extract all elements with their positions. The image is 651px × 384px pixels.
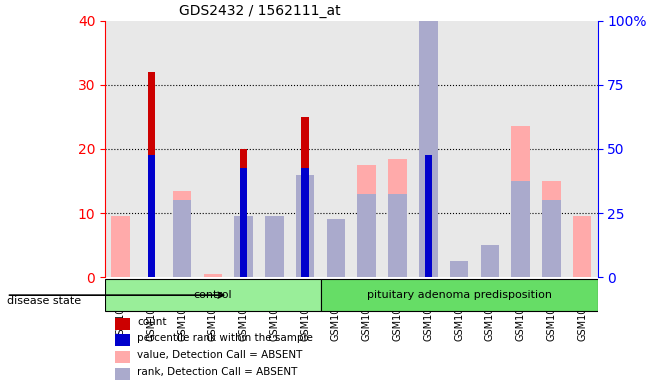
Bar: [204, 274, 222, 277]
Bar: [265, 216, 284, 277]
Text: value, Detection Call = ABSENT: value, Detection Call = ABSENT: [137, 350, 303, 360]
Text: disease state: disease state: [7, 296, 81, 306]
Bar: [115, 334, 130, 346]
Bar: [115, 318, 130, 330]
Bar: [388, 159, 407, 277]
Text: count: count: [137, 317, 167, 327]
Bar: [265, 223, 284, 277]
Bar: [512, 181, 530, 277]
Bar: [424, 155, 432, 277]
Bar: [301, 168, 309, 277]
Bar: [512, 126, 530, 277]
Bar: [573, 216, 592, 277]
Bar: [148, 72, 155, 277]
Bar: [115, 351, 130, 363]
Bar: [115, 368, 130, 380]
Bar: [327, 219, 345, 277]
Bar: [450, 261, 468, 277]
Text: pituitary adenoma predisposition: pituitary adenoma predisposition: [367, 290, 551, 300]
Bar: [111, 216, 130, 277]
Bar: [357, 194, 376, 277]
Bar: [542, 200, 561, 277]
FancyBboxPatch shape: [320, 279, 598, 311]
Text: percentile rank within the sample: percentile rank within the sample: [137, 333, 313, 343]
Text: rank, Detection Call = ABSENT: rank, Detection Call = ABSENT: [137, 367, 298, 377]
Bar: [301, 117, 309, 277]
Bar: [234, 216, 253, 277]
Bar: [173, 190, 191, 277]
Bar: [173, 200, 191, 277]
Bar: [327, 235, 345, 277]
Bar: [240, 168, 247, 277]
Bar: [357, 165, 376, 277]
Bar: [480, 245, 499, 277]
Bar: [148, 155, 155, 277]
Text: control: control: [193, 290, 232, 300]
Bar: [542, 181, 561, 277]
Bar: [419, 0, 437, 277]
Bar: [240, 149, 247, 277]
Text: GDS2432 / 1562111_at: GDS2432 / 1562111_at: [179, 4, 340, 18]
Bar: [296, 175, 314, 277]
FancyBboxPatch shape: [105, 279, 320, 311]
Bar: [388, 194, 407, 277]
